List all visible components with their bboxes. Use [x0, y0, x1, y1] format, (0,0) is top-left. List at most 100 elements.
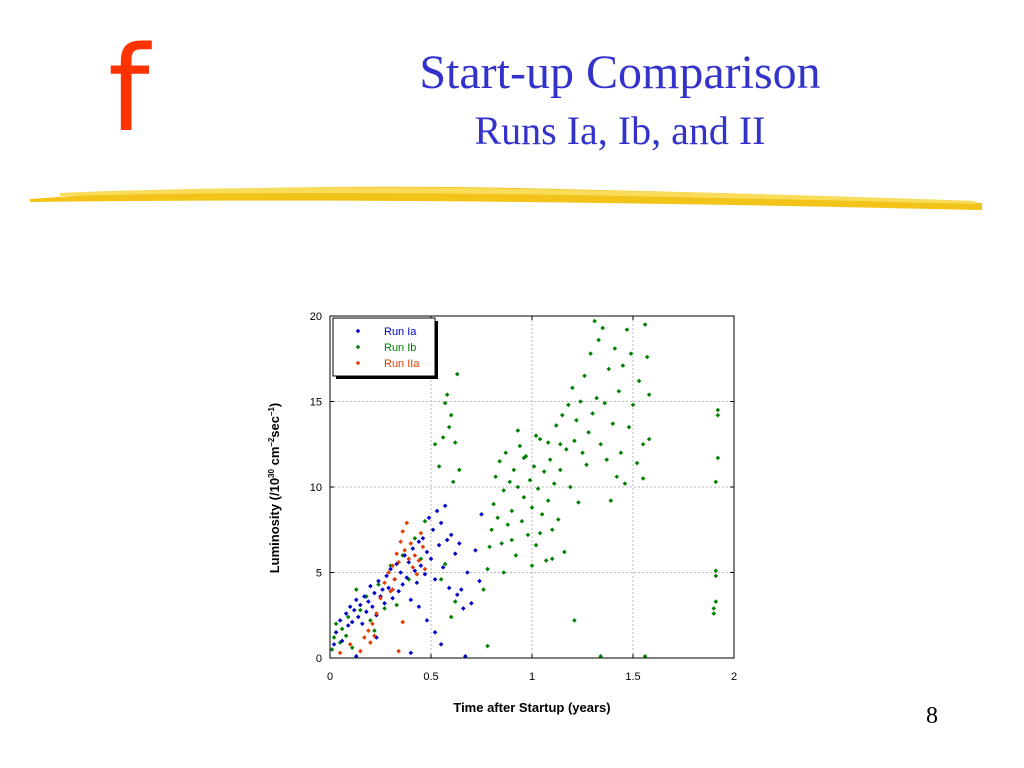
data-point-run-ib: [485, 566, 490, 572]
data-point-run-ib: [329, 647, 335, 652]
data-point-run-ib: [618, 450, 624, 456]
data-point-run-ib: [564, 447, 569, 452]
data-point-run-ia: [414, 580, 420, 586]
data-point-run-ia: [428, 556, 434, 562]
x-tick-label: 0: [327, 671, 333, 683]
legend-marker: [355, 360, 361, 366]
data-point-run-ib: [509, 508, 515, 514]
data-point-run-ib: [501, 488, 507, 493]
data-point-run-iia: [422, 566, 428, 572]
data-point-run-ib: [450, 479, 456, 485]
data-point-run-ia: [349, 619, 355, 625]
data-point-run-ib: [560, 412, 565, 418]
data-point-run-ib: [580, 450, 585, 456]
data-point-run-ib: [634, 460, 640, 466]
data-point-run-ib: [358, 607, 363, 613]
legend-entry-label: Run Ib: [384, 342, 416, 354]
data-point-run-ib: [485, 643, 490, 649]
data-point-run-ib: [509, 537, 515, 543]
data-point-run-ib: [592, 318, 597, 324]
data-point-run-ia: [434, 508, 440, 514]
data-point-run-ia: [388, 566, 393, 572]
data-point-run-ib: [372, 628, 377, 633]
data-point-run-ia: [444, 537, 450, 543]
data-point-run-ia: [416, 539, 422, 545]
data-point-run-ia: [400, 582, 406, 587]
data-point-run-ib: [553, 423, 559, 428]
data-point-run-ia: [454, 592, 460, 598]
data-point-run-iia: [392, 577, 397, 582]
data-point-run-ia: [345, 623, 351, 628]
data-point-run-ib: [489, 527, 494, 533]
data-point-run-ib: [602, 400, 608, 406]
data-point-run-ib: [612, 346, 618, 351]
x-tick-label: 2: [731, 671, 737, 683]
data-point-run-iia: [396, 559, 401, 565]
data-point-run-ib: [630, 402, 636, 408]
data-point-run-ia: [452, 551, 458, 556]
data-point-run-ib: [438, 577, 444, 582]
data-point-run-iia: [394, 551, 399, 556]
data-point-run-ib: [515, 428, 521, 433]
data-point-run-ia: [402, 553, 408, 558]
data-point-run-ib: [590, 411, 595, 416]
data-point-run-ib: [713, 479, 719, 485]
data-point-run-ib: [644, 354, 650, 360]
data-point-run-ib: [442, 400, 448, 406]
data-point-run-ia: [438, 642, 444, 647]
data-point-run-ia: [446, 585, 452, 591]
data-point-run-ib: [452, 440, 458, 445]
data-point-run-ia: [465, 570, 470, 575]
data-point-run-iia: [404, 520, 410, 526]
data-point-run-ib: [715, 455, 721, 461]
data-point-run-ib: [442, 561, 448, 567]
data-point-run-ib: [570, 385, 575, 391]
data-point-run-ib: [584, 462, 589, 468]
data-point-run-ib: [624, 327, 630, 332]
data-point-run-ib: [495, 515, 500, 521]
data-point-run-ia: [469, 600, 474, 606]
data-point-run-ia: [366, 599, 371, 604]
chart-grid: [330, 316, 734, 658]
data-point-run-ib: [715, 407, 721, 413]
data-point-run-iia: [362, 635, 367, 640]
data-point-run-iia: [374, 611, 379, 616]
data-point-run-ia: [386, 585, 391, 591]
data-point-run-ia: [416, 604, 422, 609]
data-point-run-ib: [493, 474, 498, 480]
data-point-run-ia: [347, 604, 353, 609]
legend-marker: [355, 344, 361, 350]
data-point-run-ia: [404, 575, 410, 580]
data-point-run-ia: [461, 606, 466, 611]
data-point-run-ia: [432, 630, 438, 635]
data-point-run-ib: [533, 542, 539, 548]
data-point-run-ia: [360, 621, 365, 627]
data-point-run-ia: [448, 532, 454, 538]
data-point-run-ib: [551, 481, 557, 486]
slide-title: Start-up Comparison: [419, 46, 821, 99]
data-point-run-ia: [376, 578, 381, 584]
data-point-run-iia: [398, 539, 403, 545]
data-point-run-ia: [382, 600, 387, 606]
data-point-run-ib: [642, 653, 648, 659]
data-point-run-ib: [549, 527, 555, 533]
data-point-run-ib: [586, 429, 591, 435]
data-point-run-ib: [606, 366, 612, 372]
data-point-run-ib: [555, 517, 561, 522]
data-point-run-iia: [416, 558, 422, 563]
data-point-run-ib: [531, 464, 537, 469]
data-point-run-ib: [549, 556, 555, 562]
data-point-run-ia: [430, 527, 436, 533]
data-point-run-ia: [438, 520, 444, 526]
data-point-run-ib: [711, 606, 717, 611]
data-point-run-ib: [525, 532, 531, 538]
data-point-run-ib: [574, 418, 579, 423]
data-point-run-ia: [384, 573, 389, 579]
data-point-run-ia: [358, 602, 363, 608]
data-point-run-ib: [519, 518, 525, 524]
data-point-run-ib: [382, 606, 387, 611]
data-point-run-ib: [511, 467, 517, 473]
data-point-run-iia: [412, 553, 418, 558]
data-point-run-ib: [568, 484, 573, 490]
